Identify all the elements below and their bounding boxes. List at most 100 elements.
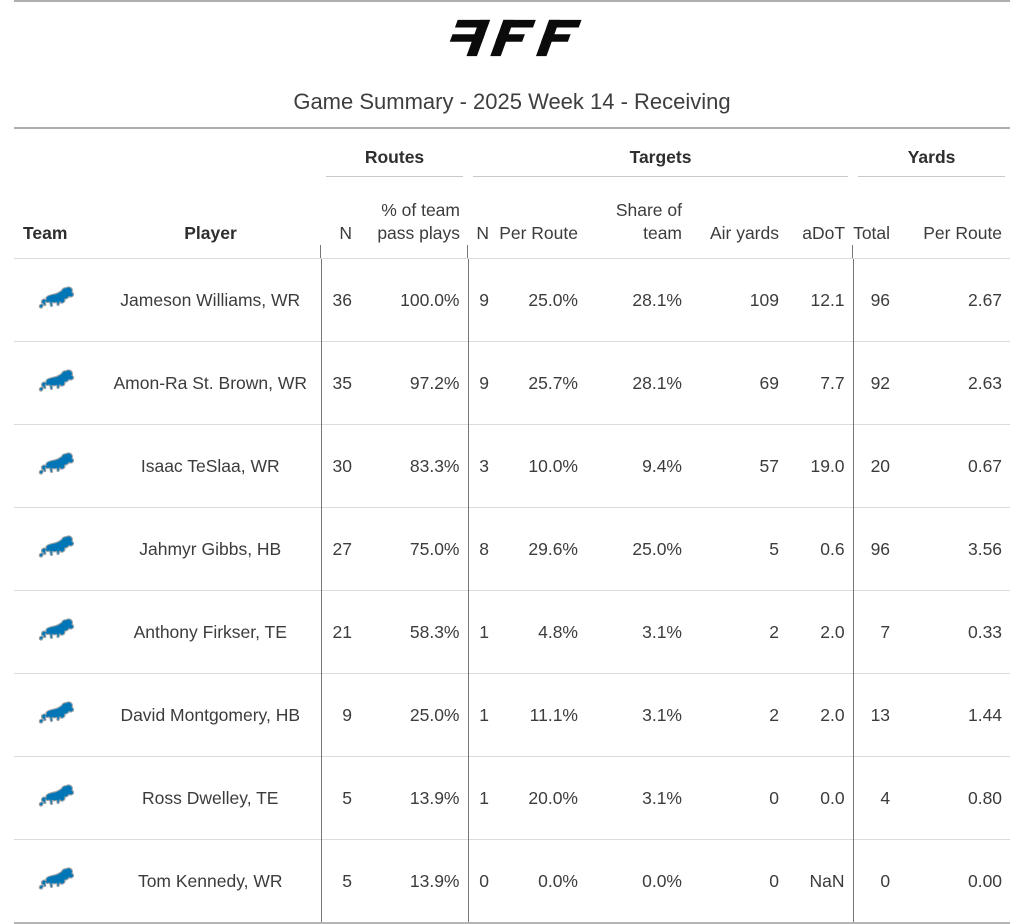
targets-share-value: 3.1% xyxy=(586,756,690,840)
targets-per-route-value: 29.6% xyxy=(497,507,586,591)
targets-n-value: 9 xyxy=(467,258,497,342)
detroit-lions-logo xyxy=(38,784,75,807)
yards-total-value: 96 xyxy=(852,258,899,342)
targets-per-route-value: 25.7% xyxy=(497,341,586,425)
air-yards-value: 69 xyxy=(690,341,787,425)
targets-share-value: 3.1% xyxy=(586,590,690,674)
air-yards-value: 0 xyxy=(690,839,787,924)
page-title: Game Summary - 2025 Week 14 - Receiving xyxy=(293,89,731,114)
targets-per-route-value: 4.8% xyxy=(497,590,586,674)
targets-share-value: 25.0% xyxy=(586,507,690,591)
routes-n-value: 21 xyxy=(320,590,360,674)
yards-total-value: 96 xyxy=(852,507,899,591)
targets-share-value: 28.1% xyxy=(586,341,690,425)
air-yards-value: 2 xyxy=(690,673,787,757)
routes-n-value: 35 xyxy=(320,341,360,425)
pff-logo xyxy=(449,19,582,57)
routes-pct-value: 83.3% xyxy=(360,424,468,508)
yards-per-route-value: 0.67 xyxy=(898,424,1011,508)
routes-n-value: 30 xyxy=(320,424,360,508)
routes-n-value: 5 xyxy=(320,756,360,840)
player-name: Jahmyr Gibbs, HB xyxy=(100,507,321,591)
team-cell xyxy=(14,258,100,342)
yards-per-route-value: 1.44 xyxy=(898,673,1011,757)
adot-value: 0.6 xyxy=(787,507,854,591)
yards-total-value: 13 xyxy=(852,673,899,757)
column-group-yards: Yards xyxy=(853,133,1010,177)
player-name: Amon-Ra St. Brown, WR xyxy=(100,341,321,425)
table-body: Jameson Williams, WR 36 100.0% 9 25.0% 28.1% 1… xyxy=(14,258,1011,924)
yards-per-route-value: 2.63 xyxy=(898,341,1011,425)
player-name: Jameson Williams, WR xyxy=(100,258,321,342)
air-yards-value: 57 xyxy=(690,424,787,508)
targets-share-value: 9.4% xyxy=(586,424,690,508)
routes-pct-value: 100.0% xyxy=(360,258,468,342)
player-name: Isaac TeSlaa, WR xyxy=(100,424,321,508)
team-cell xyxy=(14,507,100,591)
adot-value: 0.0 xyxy=(787,756,854,840)
player-name: Anthony Firkser, TE xyxy=(100,590,321,674)
column-header-row: Team Player N % of team pass plays N Per… xyxy=(14,177,1010,259)
detroit-lions-logo xyxy=(38,618,75,641)
yards-total-value: 92 xyxy=(852,341,899,425)
targets-share-value: 0.0% xyxy=(586,839,690,924)
column-header-routes-pct: % of team pass plays xyxy=(377,199,460,244)
player-row: Anthony Firkser, TE 21 58.3% 1 4.8% 3.1% 2 2.0 7… xyxy=(14,590,1011,674)
air-yards-value: 109 xyxy=(690,258,787,342)
targets-per-route-value: 10.0% xyxy=(497,424,586,508)
targets-per-route-value: 25.0% xyxy=(497,258,586,342)
routes-pct-value: 13.9% xyxy=(360,756,468,840)
yards-per-route-value: 3.56 xyxy=(898,507,1011,591)
targets-per-route-value: 11.1% xyxy=(497,673,586,757)
yards-total-value: 0 xyxy=(852,839,899,924)
targets-n-value: 0 xyxy=(467,839,497,924)
routes-pct-value: 58.3% xyxy=(360,590,468,674)
column-group-routes: Routes xyxy=(321,133,468,177)
routes-pct-value: 97.2% xyxy=(360,341,468,425)
detroit-lions-logo xyxy=(38,369,75,392)
yards-total-value: 4 xyxy=(852,756,899,840)
yards-per-route-value: 0.00 xyxy=(898,839,1011,924)
team-cell xyxy=(14,424,100,508)
adot-value: 2.0 xyxy=(787,590,854,674)
column-header-air-yards: Air yards xyxy=(709,223,779,244)
column-group-label: Routes xyxy=(326,147,463,177)
player-row: Jahmyr Gibbs, HB 27 75.0% 8 29.6% 25.0% 5 0.6 96… xyxy=(14,507,1011,591)
targets-n-value: 1 xyxy=(467,590,497,674)
adot-value: 7.7 xyxy=(787,341,854,425)
air-yards-value: 5 xyxy=(690,507,787,591)
yards-total-value: 7 xyxy=(852,590,899,674)
detroit-lions-logo xyxy=(38,701,75,724)
column-header-targets-n: N xyxy=(467,177,497,259)
routes-n-value: 9 xyxy=(320,673,360,757)
air-yards-value: 0 xyxy=(690,756,787,840)
empty-spanner xyxy=(14,133,321,177)
detroit-lions-logo xyxy=(38,452,75,475)
logo-container xyxy=(0,17,1024,59)
adot-value: 19.0 xyxy=(787,424,854,508)
team-cell xyxy=(14,341,100,425)
yards-per-route-value: 0.80 xyxy=(898,756,1011,840)
player-name: Ross Dwelley, TE xyxy=(100,756,321,840)
routes-pct-value: 25.0% xyxy=(360,673,468,757)
receiving-summary-table: Routes Targets Yards Team Player N % of … xyxy=(14,133,1011,924)
player-row: Ross Dwelley, TE 5 13.9% 1 20.0% 3.1% 0 0.0 4 0.8… xyxy=(14,756,1011,840)
yards-per-route-value: 0.33 xyxy=(898,590,1011,674)
detroit-lions-logo xyxy=(38,286,75,309)
team-cell xyxy=(14,756,100,840)
routes-n-value: 27 xyxy=(320,507,360,591)
column-group-label: Yards xyxy=(858,147,1006,177)
team-cell xyxy=(14,590,100,674)
top-rule xyxy=(14,0,1010,2)
routes-n-value: 36 xyxy=(320,258,360,342)
title-rule xyxy=(14,127,1010,129)
targets-share-value: 3.1% xyxy=(586,673,690,757)
team-cell xyxy=(14,673,100,757)
column-group-row: Routes Targets Yards xyxy=(14,133,1010,177)
column-header-team: Team xyxy=(23,223,68,244)
targets-n-value: 8 xyxy=(467,507,497,591)
detroit-lions-logo xyxy=(38,535,75,558)
adot-value: NaN xyxy=(787,839,854,924)
air-yards-value: 2 xyxy=(690,590,787,674)
